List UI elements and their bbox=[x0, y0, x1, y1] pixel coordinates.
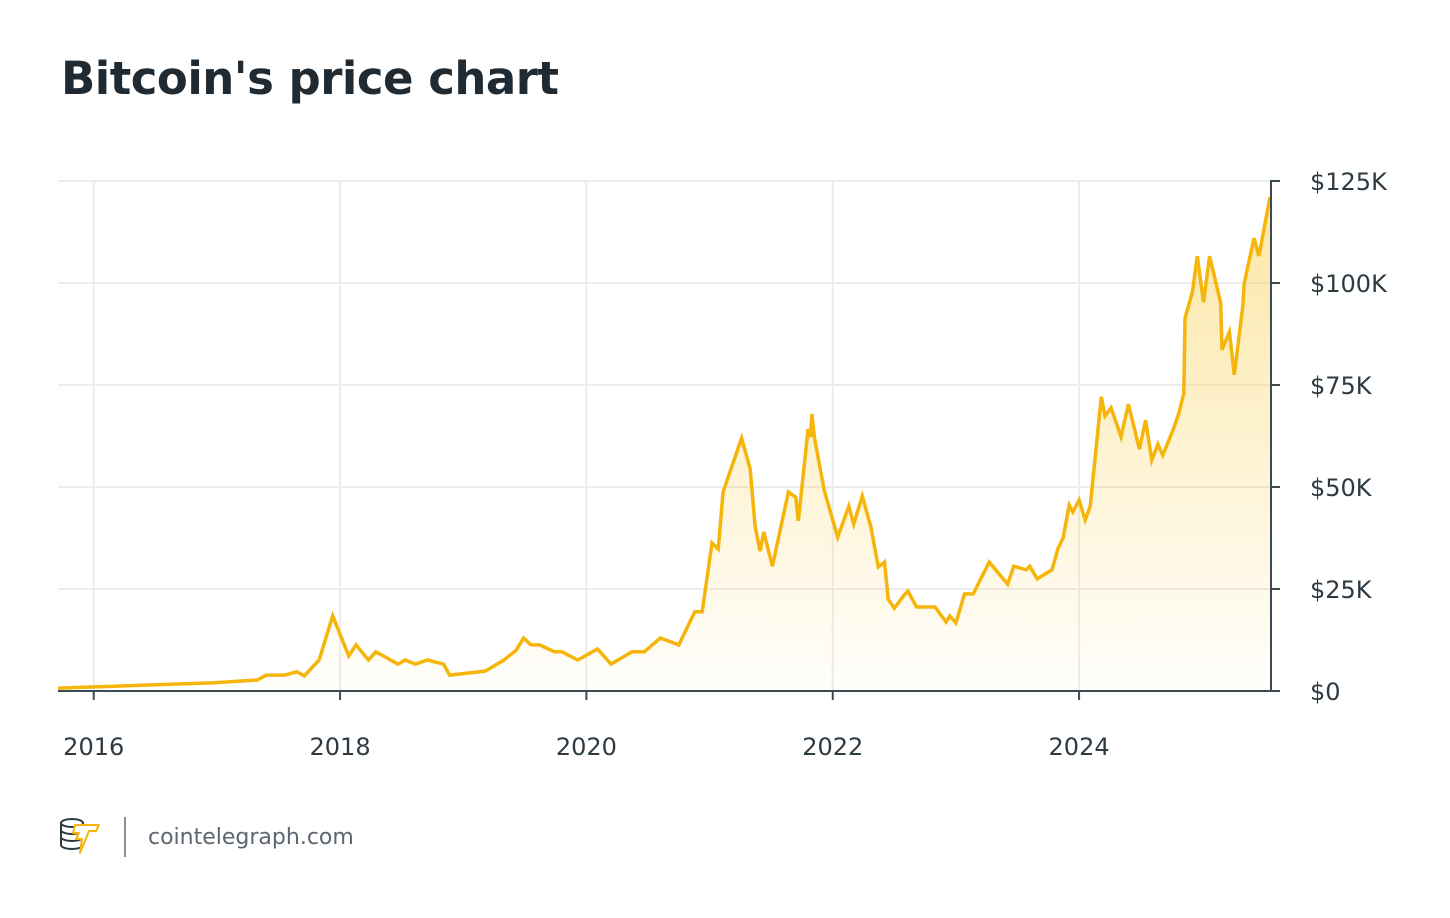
y-tick-label: $75K bbox=[1310, 372, 1373, 400]
y-tick-label: $50K bbox=[1310, 474, 1373, 502]
footer: cointelegraph.com bbox=[58, 815, 354, 859]
x-tick-label: 2016 bbox=[63, 733, 124, 761]
y-tick-label: $25K bbox=[1310, 576, 1373, 604]
y-tick-label: $125K bbox=[1310, 168, 1388, 196]
x-tick-label: 2020 bbox=[556, 733, 617, 761]
footer-site-link[interactable]: cointelegraph.com bbox=[148, 824, 354, 850]
x-tick-label: 2018 bbox=[310, 733, 371, 761]
y-tick-label: $100K bbox=[1310, 270, 1388, 298]
y-axis-ticks: $0 $25K $50K $75K $100K $125K bbox=[1310, 168, 1388, 706]
price-line bbox=[57, 196, 1272, 690]
axes bbox=[58, 180, 1280, 700]
y-tick-label: $0 bbox=[1310, 678, 1341, 706]
x-tick-label: 2022 bbox=[802, 733, 863, 761]
cointelegraph-logo-icon bbox=[58, 815, 102, 859]
chart-title: Bitcoin's price chart bbox=[61, 52, 559, 105]
x-tick-label: 2024 bbox=[1049, 733, 1110, 761]
footer-divider bbox=[124, 817, 126, 857]
x-axis-ticks: 2016 2018 2020 2022 2024 bbox=[63, 733, 1109, 761]
price-area bbox=[58, 196, 1270, 691]
